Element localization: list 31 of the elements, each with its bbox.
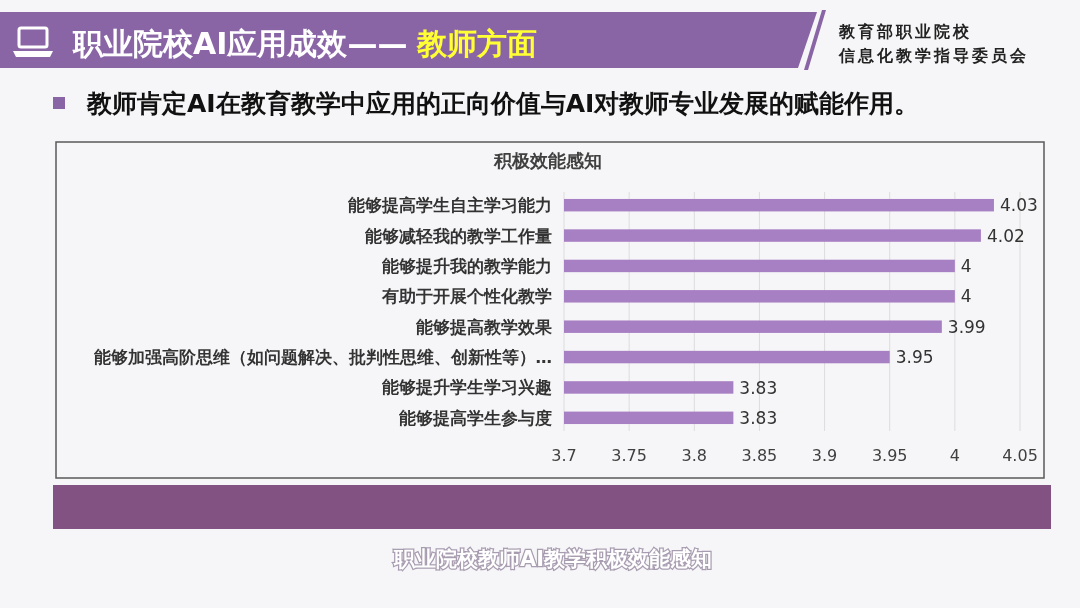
data-label: 4.02: [986, 225, 1025, 246]
x-tick-label: 3.95: [871, 446, 908, 465]
data-label: 3.83: [739, 407, 778, 428]
text: 信息化教学指导委员会: [838, 45, 1029, 65]
data-label: 3.83: [739, 377, 778, 398]
data-label: 4: [960, 256, 972, 277]
text: 职业院校教师AI教学积极效能感知: [392, 546, 713, 571]
y-tick-label: 能够提升我的教学能力: [382, 256, 552, 276]
text: 教师方面: [416, 25, 537, 61]
y-tick-label: 有助于开展个性化教学: [381, 287, 552, 307]
chart-subtitle: 教师肯定AI在教育教学中应用的正向价值与AI对教师专业发展的赋能作用。: [86, 89, 920, 118]
y-tick-label: 能够提高学生自主学习能力: [348, 196, 552, 216]
y-tick-label: 能够减轻我的教学工作量: [365, 226, 552, 246]
data-label: 4: [960, 286, 972, 307]
x-tick-label: 3.8: [681, 446, 708, 465]
data-label: 3.99: [947, 316, 986, 337]
x-tick-label: 4: [949, 446, 960, 465]
text: 职业院校AI应用成效——: [72, 25, 408, 61]
text: 教育部职业院校: [838, 21, 972, 41]
y-tick-label: 能够提高学生参与度: [399, 408, 552, 428]
x-tick-label: 3.9: [811, 446, 838, 465]
chart-title: 积极效能感知: [493, 150, 602, 172]
y-tick-label: 能够加强高阶思维（如问题解决、批判性思维、创新性等）…: [93, 348, 552, 367]
x-tick-label: 3.85: [741, 446, 778, 465]
x-tick-label: 3.75: [611, 446, 647, 465]
x-tick-label: 3.7: [551, 446, 577, 465]
x-tick-label: 4.05: [1002, 446, 1038, 465]
data-label: 3.95: [895, 347, 934, 368]
y-tick-label: 能够提高教学效果: [416, 317, 553, 337]
data-label: 4.03: [999, 195, 1038, 216]
y-tick-label: 能够提升学生学习兴趣: [382, 378, 552, 398]
